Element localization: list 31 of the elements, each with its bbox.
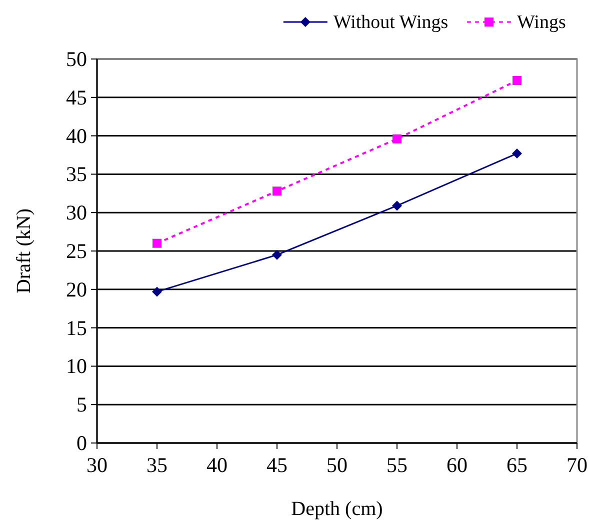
y-tick-label: 10 <box>66 354 87 378</box>
x-tick-label: 40 <box>206 453 228 477</box>
point <box>272 186 282 196</box>
y-tick-label: 50 <box>66 47 87 71</box>
y-tick-label: 35 <box>66 162 87 186</box>
x-tick-label: 50 <box>326 453 348 477</box>
x-tick-label: 60 <box>446 453 468 477</box>
x-axis-title: Depth (cm) <box>291 498 383 520</box>
x-tick-label: 70 <box>566 453 588 477</box>
point <box>272 250 282 260</box>
point <box>152 238 162 248</box>
x-tick-label: 55 <box>386 453 408 477</box>
point <box>512 76 522 86</box>
y-tick-label: 15 <box>66 316 87 340</box>
point <box>392 200 402 211</box>
point <box>152 286 162 297</box>
y-tick-label: 20 <box>66 277 87 302</box>
x-tick-label: 35 <box>146 453 168 477</box>
legend-label: Without Wings <box>333 12 448 33</box>
legend-label: Wings <box>517 12 566 33</box>
y-tick-label: 45 <box>66 85 87 110</box>
y-tick-label: 5 <box>76 392 87 417</box>
y-tick-label: 25 <box>66 239 87 263</box>
y-tick-label: 30 <box>66 200 87 225</box>
y-tick-label: 40 <box>66 124 87 148</box>
point <box>392 134 402 144</box>
point <box>512 148 522 158</box>
x-tick-label: 65 <box>506 453 528 477</box>
y-tick-label: 0 <box>76 431 87 455</box>
x-tick-label: 45 <box>266 453 288 477</box>
y-axis-title: Draft (kN) <box>13 208 35 294</box>
